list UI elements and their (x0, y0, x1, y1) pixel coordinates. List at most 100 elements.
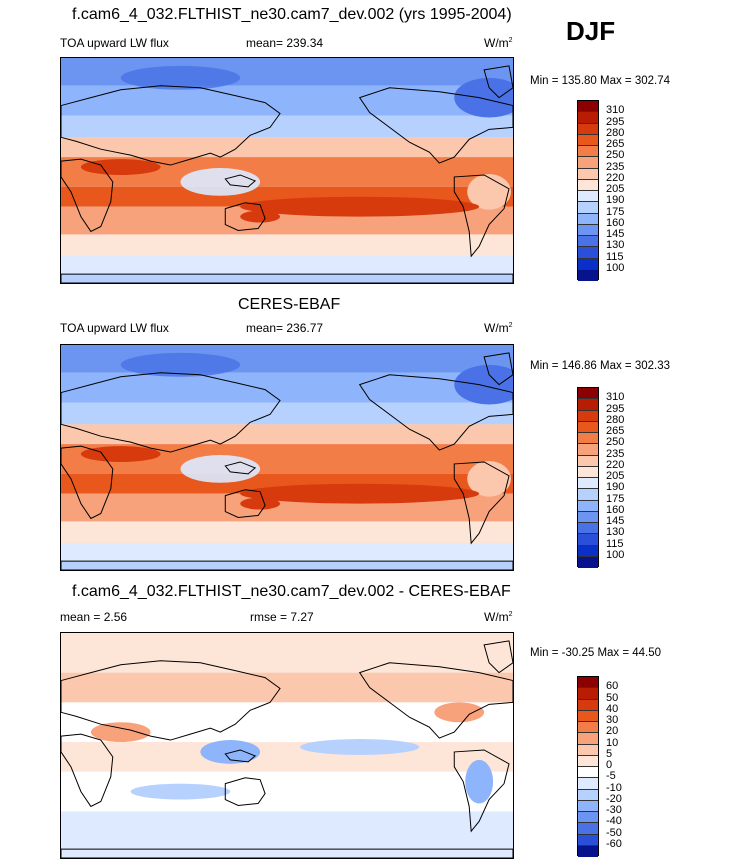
colorbar-tick-label: 205 (606, 470, 625, 482)
colorbar-tick-label: 130 (606, 526, 625, 539)
colorbar-tick-label: 265 (606, 138, 625, 150)
colorbar-swatch (578, 699, 598, 711)
colorbar-swatch (578, 410, 598, 422)
colorbar-swatch (578, 511, 598, 523)
colorbar-tick-label: 175 (606, 205, 625, 218)
colorbar-tick-label: 190 (606, 481, 625, 494)
colorbar-swatch (578, 523, 598, 535)
panel1-units: W/m2 (484, 36, 513, 50)
colorbar-swatch (578, 247, 598, 259)
colorbar-tick-label: 220 (606, 171, 625, 184)
colorbar-swatch (578, 399, 598, 411)
panel2-title: CERES-EBAF (238, 296, 341, 313)
colorbar-swatch (578, 845, 598, 857)
colorbar-swatch (578, 823, 598, 835)
colorbar-tick-label: 0 (606, 759, 613, 771)
panel2-map (60, 344, 514, 571)
colorbar-swatch (578, 112, 598, 124)
colorbar-tick-label: 205 (606, 183, 625, 195)
colorbar-swatch (578, 455, 598, 467)
colorbar-tick-label: 310 (606, 391, 625, 404)
colorbar-swatch (578, 789, 598, 801)
colorbar-swatch (578, 466, 598, 478)
colorbar-swatch (578, 236, 598, 248)
colorbar-swatch (578, 213, 598, 225)
colorbar-tick-label: 145 (606, 228, 625, 240)
colorbar-tick-label: 235 (606, 160, 625, 173)
colorbar-swatch (578, 146, 598, 158)
colorbar-swatch (578, 534, 598, 546)
panel3-map (60, 632, 514, 859)
colorbar-tick-label: 115 (606, 250, 624, 263)
panel1-mean-label: mean= 239.34 (246, 36, 324, 50)
colorbar-tick-label: 295 (606, 115, 625, 128)
panel1-map (60, 57, 514, 284)
colorbar-swatch (578, 778, 598, 790)
colorbar-swatch (578, 258, 598, 270)
colorbar-tick-label: 250 (606, 149, 625, 162)
colorbar-tick-label: -60 (606, 837, 622, 850)
panel3-title: f.cam6_4_032.FLTHIST_ne30.cam7_dev.002 -… (72, 583, 511, 600)
colorbar-swatch (578, 744, 598, 756)
colorbar-tick-label: 115 (606, 537, 624, 550)
colorbar-swatch (578, 179, 598, 191)
colorbar-tick-label: 235 (606, 447, 625, 460)
panel1-minmax: Min = 135.80 Max = 302.74 (530, 75, 671, 87)
colorbar-tick-label: 175 (606, 492, 625, 505)
colorbar-tick-label: 100 (606, 261, 625, 274)
colorbar-tick-label: -5 (606, 770, 616, 783)
colorbar-swatch (578, 834, 598, 846)
colorbar-tick-label: -20 (606, 792, 622, 805)
colorbar-tick-label: 130 (606, 239, 625, 252)
colorbar-swatch (578, 269, 598, 281)
colorbar-tick-label: -50 (606, 826, 622, 839)
colorbar-swatch (578, 224, 598, 236)
colorbar-tick-label: 145 (606, 515, 625, 527)
panel1-colorbar (577, 100, 599, 281)
colorbar-swatch (578, 556, 598, 568)
colorbar-swatch (578, 767, 598, 779)
panel3-colorbar (577, 676, 599, 857)
colorbar-tick-label: 190 (606, 194, 625, 207)
panel1-title: f.cam6_4_032.FLTHIST_ne30.cam7_dev.002 (… (72, 6, 512, 23)
colorbar-tick-label: 265 (606, 425, 625, 437)
panel2-colorbar (577, 387, 599, 568)
colorbar-tick-label: 250 (606, 436, 625, 449)
colorbar-swatch (578, 202, 598, 214)
colorbar-tick-label: -30 (606, 804, 622, 816)
colorbar-swatch (578, 191, 598, 203)
colorbar-swatch (578, 444, 598, 456)
colorbar-tick-label: 5 (606, 747, 613, 760)
panel3-rmse-label: rmse = 7.27 (250, 610, 314, 624)
colorbar-tick-label: 30 (606, 714, 619, 726)
season-label: DJF (566, 16, 616, 46)
colorbar-swatch (578, 710, 598, 722)
colorbar-swatch (578, 388, 598, 400)
colorbar-tick-label: 160 (606, 503, 625, 516)
colorbar-tick-label: 20 (606, 725, 619, 738)
colorbar-swatch (578, 134, 598, 146)
colorbar-swatch (578, 812, 598, 824)
colorbar-tick-label: 40 (606, 702, 619, 715)
colorbar-tick-label: 10 (606, 736, 619, 749)
colorbar-tick-label: -40 (606, 815, 622, 828)
colorbar-swatch (578, 545, 598, 557)
panel3-minmax: Min = -30.25 Max = 44.50 (530, 647, 662, 659)
colorbar-swatch (578, 800, 598, 812)
panel3-mean-label: mean = 2.56 (60, 610, 128, 624)
colorbar-tick-label: 295 (606, 402, 625, 415)
colorbar-swatch (578, 168, 598, 180)
panel2-mean-label: mean= 236.77 (246, 321, 324, 335)
panel2-units: W/m2 (484, 321, 513, 335)
colorbar-tick-label: 60 (606, 680, 619, 693)
colorbar-swatch (578, 101, 598, 113)
colorbar-tick-label: 160 (606, 216, 625, 229)
colorbar-tick-label: 100 (606, 548, 625, 561)
colorbar-swatch (578, 722, 598, 734)
panel3-units: W/m2 (484, 610, 513, 624)
colorbar-swatch (578, 755, 598, 767)
colorbar-swatch (578, 421, 598, 433)
colorbar-swatch (578, 157, 598, 169)
colorbar-tick-label: 50 (606, 691, 619, 704)
panel2-variable-label: TOA upward LW flux (60, 321, 169, 335)
